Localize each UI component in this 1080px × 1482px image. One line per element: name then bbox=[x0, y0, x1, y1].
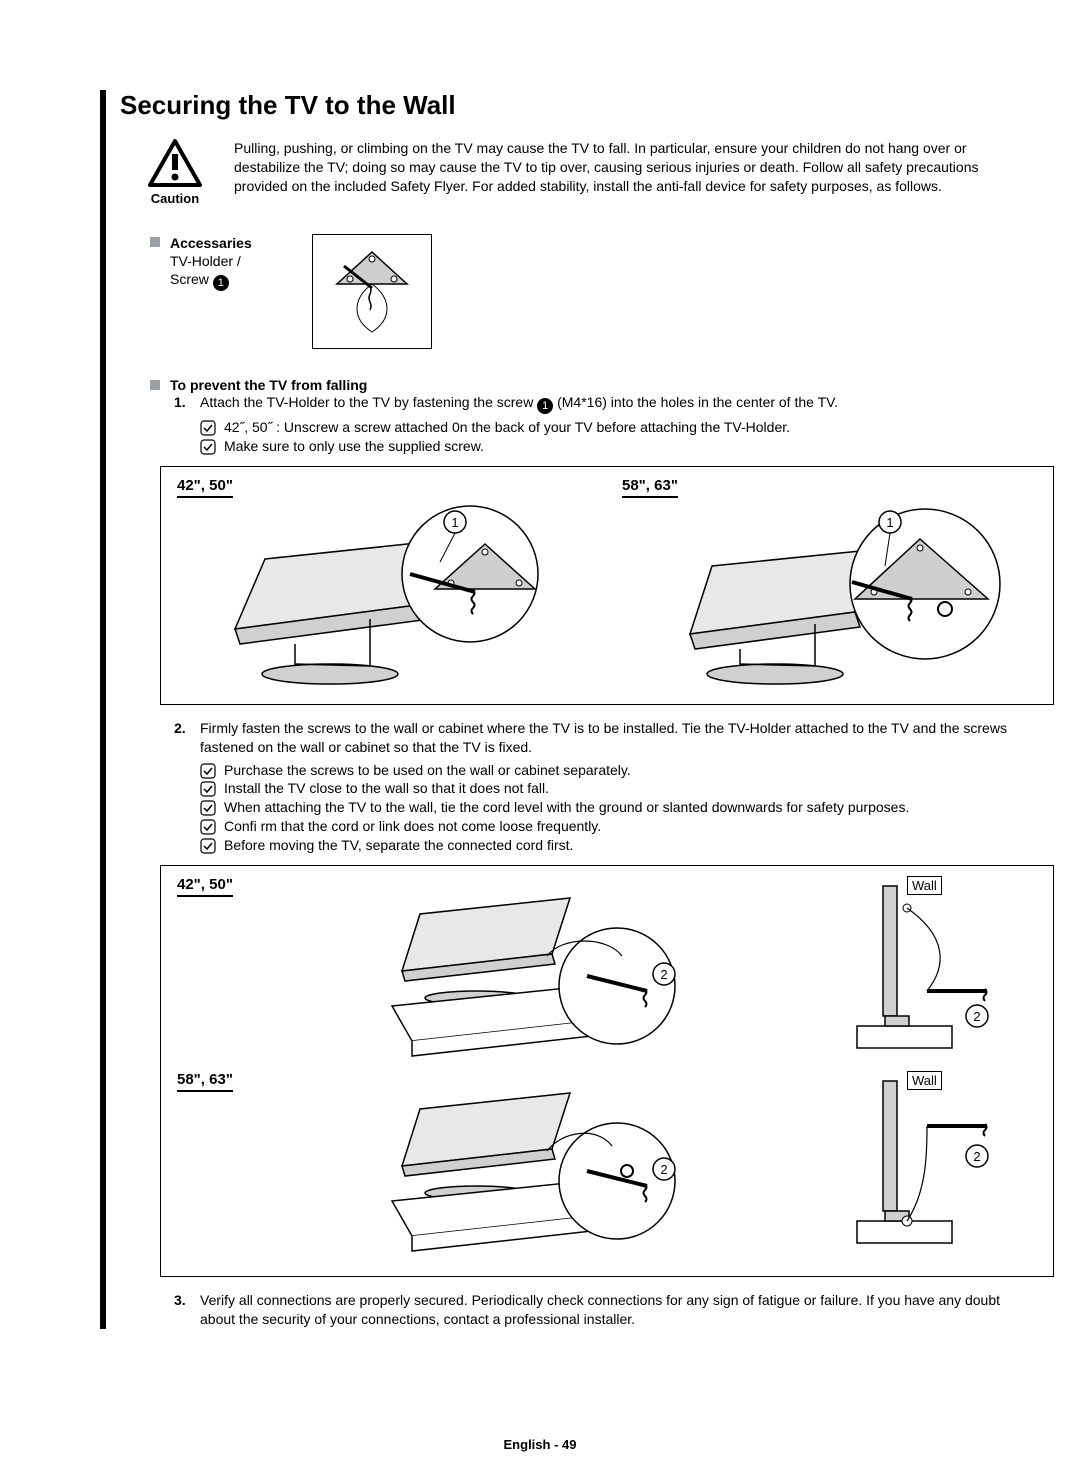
step1-block: 1. Attach the TV-Holder to the TV by fas… bbox=[120, 393, 1020, 456]
step2-block: 2. Firmly fasten the screws to the wall … bbox=[120, 719, 1020, 855]
prevent-heading-row: To prevent the TV from falling bbox=[120, 377, 1020, 393]
accessories-figure bbox=[312, 234, 432, 349]
page-content: Securing the TV to the Wall Caution Pull… bbox=[100, 90, 1020, 1329]
wall-label-b: Wall bbox=[907, 1071, 942, 1090]
accessories-line2-prefix: Screw bbox=[170, 271, 213, 287]
caution-icon-col: Caution bbox=[140, 139, 210, 206]
note-icon bbox=[200, 779, 216, 798]
wall-label-a: Wall bbox=[907, 876, 942, 895]
figure2-label-a: 42", 50" bbox=[177, 876, 233, 897]
figure2-label-b: 58", 63" bbox=[177, 1071, 233, 1092]
accessories-block: Accessaries TV-Holder / Screw 1 bbox=[120, 234, 1020, 349]
screw-number-badge: 1 bbox=[213, 275, 229, 291]
figure1-col-a: 42", 50" 1 bbox=[177, 477, 592, 694]
page-title: Securing the TV to the Wall bbox=[120, 90, 1020, 121]
bullet-square-icon bbox=[150, 380, 160, 390]
step3-block: 3. Verify all connections are properly s… bbox=[120, 1291, 1020, 1329]
accessories-heading: Accessaries bbox=[170, 234, 252, 252]
figure2-row-b: 58", 63" 2 Wall bbox=[177, 1071, 1037, 1256]
step2-note5: Before moving the TV, separate the conne… bbox=[224, 836, 573, 855]
step1-note2: Make sure to only use the supplied screw… bbox=[224, 437, 484, 456]
note-icon bbox=[200, 798, 216, 817]
figure1-label-a: 42", 50" bbox=[177, 477, 233, 498]
step1-number: 1. bbox=[174, 393, 192, 414]
figure1-box: 42", 50" 1 bbox=[160, 466, 1054, 705]
tv-side-wall-diagram-b: 2 bbox=[827, 1071, 1027, 1256]
caution-text: Pulling, pushing, or climbing on the TV … bbox=[234, 139, 1020, 196]
step2-note3: When attaching the TV to the wall, tie t… bbox=[224, 798, 909, 817]
step3-number: 3. bbox=[174, 1291, 192, 1329]
note-icon bbox=[200, 817, 216, 836]
step1-note1: 42˝, 50˝ : Unscrew a screw attached 0n t… bbox=[224, 418, 790, 437]
step2-note4: Confi rm that the cord or link does not … bbox=[224, 817, 601, 836]
figure2-box: 42", 50" 2 Wall bbox=[160, 865, 1054, 1277]
figure1-label-b: 58", 63" bbox=[622, 477, 678, 498]
svg-text:1: 1 bbox=[451, 515, 458, 530]
tv-holder-diagram-b: 1 bbox=[640, 504, 1020, 694]
figure2-row-a: 42", 50" 2 Wall bbox=[177, 876, 1037, 1061]
note-icon bbox=[200, 437, 216, 456]
accessories-line1: TV-Holder / bbox=[170, 253, 241, 269]
svg-text:2: 2 bbox=[973, 1149, 980, 1164]
screw-ref-badge: 1 bbox=[537, 398, 553, 414]
note-icon bbox=[200, 836, 216, 855]
svg-text:2: 2 bbox=[660, 1162, 667, 1177]
step2-note2: Install the TV close to the wall so that… bbox=[224, 779, 549, 798]
step2-number: 2. bbox=[174, 719, 192, 757]
note-icon bbox=[200, 418, 216, 437]
accessories-text: Accessaries TV-Holder / Screw 1 bbox=[150, 234, 252, 291]
caution-block: Caution Pulling, pushing, or climbing on… bbox=[120, 139, 1020, 206]
step3-text: Verify all connections are properly secu… bbox=[200, 1291, 1020, 1329]
step2-text: Firmly fasten the screws to the wall or … bbox=[200, 719, 1020, 757]
tv-on-cabinet-diagram-a: 2 bbox=[372, 876, 712, 1061]
svg-text:1: 1 bbox=[886, 515, 893, 530]
warning-triangle-icon bbox=[148, 139, 202, 187]
svg-text:2: 2 bbox=[660, 967, 667, 982]
prevent-heading: To prevent the TV from falling bbox=[170, 377, 367, 393]
step2-note1: Purchase the screws to be used on the wa… bbox=[224, 761, 631, 780]
page-footer: English - 49 bbox=[0, 1437, 1080, 1452]
caution-label: Caution bbox=[151, 191, 199, 206]
tv-on-cabinet-diagram-b: 2 bbox=[372, 1071, 712, 1256]
bullet-square-icon bbox=[150, 237, 160, 247]
figure1-col-b: 58", 63" 1 bbox=[622, 477, 1037, 694]
svg-text:2: 2 bbox=[973, 1009, 980, 1024]
step1-text: Attach the TV-Holder to the TV by fasten… bbox=[200, 393, 838, 414]
tv-side-wall-diagram-a: 2 bbox=[827, 876, 1027, 1061]
note-icon bbox=[200, 761, 216, 780]
tv-holder-diagram-a: 1 bbox=[195, 504, 575, 694]
